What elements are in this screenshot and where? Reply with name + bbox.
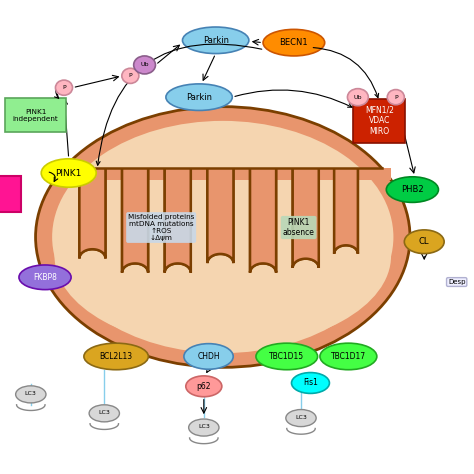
- Ellipse shape: [36, 107, 410, 367]
- Text: Ub: Ub: [354, 95, 362, 100]
- FancyArrowPatch shape: [96, 44, 262, 165]
- Ellipse shape: [256, 343, 318, 370]
- Ellipse shape: [286, 410, 316, 427]
- Ellipse shape: [189, 419, 219, 436]
- Text: MFN1/2
VDAC
MIRO: MFN1/2 VDAC MIRO: [365, 106, 393, 136]
- Ellipse shape: [182, 27, 249, 54]
- Polygon shape: [55, 168, 391, 180]
- Ellipse shape: [84, 343, 148, 370]
- PathPatch shape: [293, 168, 319, 268]
- Ellipse shape: [52, 121, 393, 353]
- Text: Fis1: Fis1: [303, 379, 318, 387]
- Text: P: P: [128, 73, 132, 78]
- PathPatch shape: [122, 168, 148, 273]
- Text: PHB2: PHB2: [401, 185, 424, 194]
- Text: Ub: Ub: [140, 63, 149, 67]
- PathPatch shape: [334, 168, 358, 254]
- Text: LC3: LC3: [25, 391, 37, 396]
- Text: Parkin: Parkin: [186, 93, 212, 101]
- PathPatch shape: [80, 168, 105, 258]
- PathPatch shape: [207, 168, 233, 263]
- FancyBboxPatch shape: [0, 176, 21, 212]
- PathPatch shape: [293, 168, 319, 268]
- Text: PINK1
independent: PINK1 independent: [13, 109, 58, 122]
- Text: p62: p62: [197, 382, 211, 391]
- Ellipse shape: [347, 89, 368, 106]
- Text: LC3: LC3: [295, 415, 307, 419]
- Ellipse shape: [263, 29, 325, 56]
- Ellipse shape: [292, 373, 329, 393]
- Text: LC3: LC3: [198, 424, 210, 429]
- Text: PINK1
absence: PINK1 absence: [283, 218, 315, 237]
- PathPatch shape: [164, 168, 191, 273]
- Text: BCL2L13: BCL2L13: [100, 352, 133, 361]
- Text: Parkin: Parkin: [203, 36, 228, 45]
- Ellipse shape: [387, 90, 404, 105]
- FancyBboxPatch shape: [5, 98, 66, 133]
- Ellipse shape: [186, 376, 222, 397]
- Ellipse shape: [122, 68, 139, 83]
- FancyBboxPatch shape: [353, 99, 405, 143]
- PathPatch shape: [334, 168, 358, 254]
- Text: Misfolded proteins
mtDNA mutations
↑ROS
↓Δψm: Misfolded proteins mtDNA mutations ↑ROS …: [128, 214, 194, 241]
- Text: CHDH: CHDH: [197, 352, 220, 361]
- FancyArrowPatch shape: [313, 47, 379, 98]
- PathPatch shape: [80, 168, 105, 258]
- Ellipse shape: [320, 343, 377, 370]
- Text: TBC1D17: TBC1D17: [331, 352, 366, 361]
- Ellipse shape: [386, 177, 438, 202]
- PathPatch shape: [122, 168, 148, 273]
- Text: CL: CL: [419, 237, 429, 246]
- Ellipse shape: [41, 159, 96, 187]
- Ellipse shape: [134, 56, 155, 74]
- FancyArrowPatch shape: [235, 90, 352, 107]
- PathPatch shape: [250, 168, 276, 273]
- Ellipse shape: [55, 164, 391, 348]
- Text: PINK1: PINK1: [55, 169, 82, 177]
- Text: BECN1: BECN1: [280, 38, 308, 47]
- FancyArrowPatch shape: [55, 91, 59, 98]
- PathPatch shape: [164, 168, 191, 273]
- Ellipse shape: [404, 230, 444, 254]
- Text: Desp: Desp: [448, 279, 465, 285]
- Text: FKBP8: FKBP8: [33, 273, 57, 282]
- Text: TBC1D15: TBC1D15: [269, 352, 304, 361]
- Ellipse shape: [16, 386, 46, 403]
- Ellipse shape: [19, 265, 71, 290]
- Ellipse shape: [55, 80, 73, 95]
- PathPatch shape: [207, 168, 233, 263]
- Text: P: P: [62, 85, 66, 90]
- Ellipse shape: [184, 344, 233, 369]
- PathPatch shape: [250, 168, 276, 273]
- Ellipse shape: [89, 405, 119, 422]
- Text: P: P: [394, 95, 398, 100]
- Ellipse shape: [166, 84, 232, 110]
- Text: LC3: LC3: [98, 410, 110, 415]
- FancyArrowPatch shape: [49, 172, 58, 182]
